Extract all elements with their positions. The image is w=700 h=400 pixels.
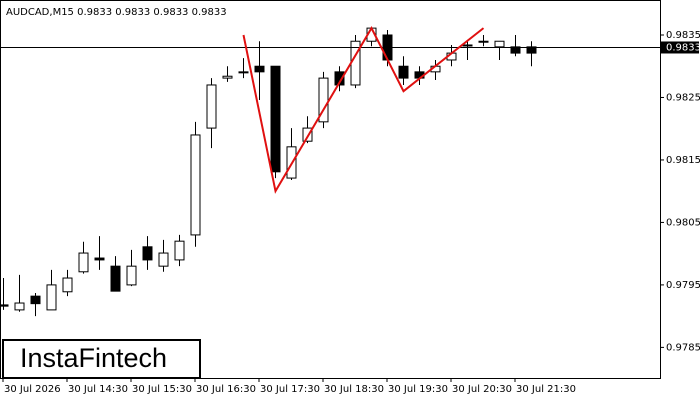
candle-body [14,302,25,311]
pattern-line [242,26,485,194]
candle-body [142,246,153,261]
candle-body [174,240,185,261]
candle-body [158,252,169,267]
candle-body [494,40,505,48]
x-tick-label: 30 Jul 15:30 [132,384,192,395]
x-tick-label: 30 Jul 21:30 [516,384,576,395]
candle-body [334,71,345,86]
y-tick-label: 0.9785 [666,342,700,353]
candle-body [478,40,489,43]
last-price-label: 0.9833 [666,42,700,53]
candle-body [510,46,521,54]
candle-body [94,257,105,261]
y-tick-label: 0.9805 [666,217,700,228]
candle-body [0,304,9,307]
y-tick-label: 0.9825 [666,92,700,103]
candle-body [318,77,329,123]
candle-body [190,134,201,236]
last-price-box [661,41,699,54]
x-tick-label: 30 Jul 18:30 [324,384,384,395]
candle-body [62,277,73,293]
candle-body [30,295,41,305]
candle-body [126,265,137,286]
x-tick-label: 30 Jul 14:30 [68,384,128,395]
candle-body [110,265,121,292]
candle-body [302,127,313,142]
x-tick-label: 30 Jul 19:30 [388,384,448,395]
y-tick-label: 0.9815 [666,155,700,166]
logo-box [2,339,201,379]
candle-body [46,284,57,311]
logo: InstaFintech [20,343,167,373]
x-tick-label: 30 Jul 17:30 [260,384,320,395]
y-tick-label: 0.9795 [666,280,700,291]
candle-body [222,75,233,79]
candle-body [206,84,217,129]
candle-body [526,46,537,54]
candle-body [398,65,409,79]
candle-body [254,65,265,73]
x-tick-label: 30 Jul 20:30 [452,384,512,395]
x-tick-label: 30 Jul 2026 [4,384,61,395]
y-tick-label: 0.9835 [666,30,700,41]
candle-body [238,71,249,74]
candle-body [462,44,473,47]
plot-frame [0,0,661,379]
candle-body [270,65,281,173]
x-tick-label: 30 Jul 16:30 [196,384,256,395]
candle-body [78,252,89,273]
chart-title: AUDCAD,M15 0.9833 0.9833 0.9833 0.9833 [6,7,227,18]
